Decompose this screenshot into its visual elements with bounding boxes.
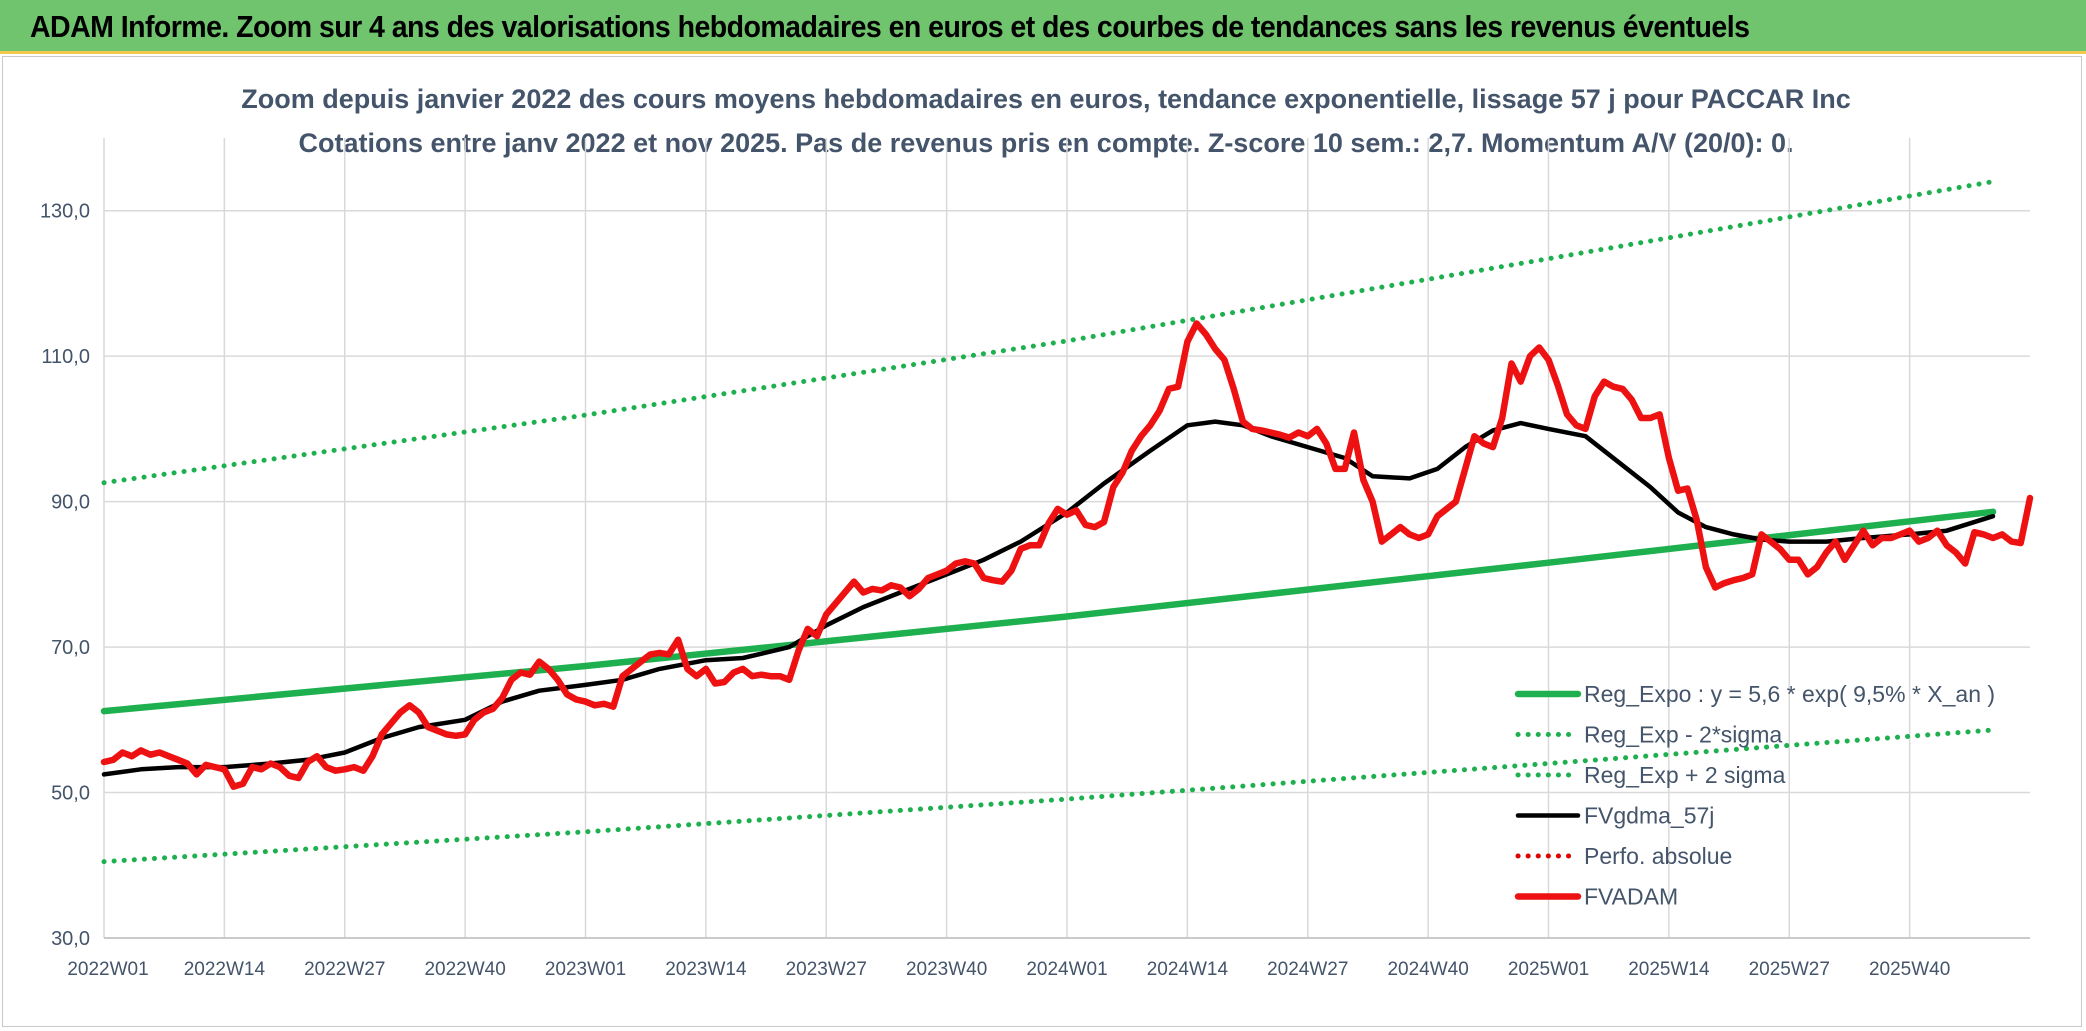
legend-label: Reg_Exp + 2 sigma bbox=[1584, 762, 1786, 788]
chart-frame bbox=[2, 56, 2082, 1027]
legend-label: FVADAM bbox=[1584, 884, 1678, 910]
report-title: ADAM Informe. Zoom sur 4 ans des valoris… bbox=[30, 9, 1750, 44]
x-tick-label: 2023W27 bbox=[786, 959, 867, 980]
x-tick-label: 2024W27 bbox=[1267, 959, 1348, 980]
x-tick-label: 2022W27 bbox=[304, 959, 385, 980]
x-tick-label: 2025W14 bbox=[1628, 959, 1710, 980]
x-tick-label: 2022W01 bbox=[67, 959, 148, 980]
series-line-1 bbox=[101, 727, 1996, 865]
y-tick-label: 70,0 bbox=[51, 637, 90, 659]
x-tick-label: 2025W27 bbox=[1749, 959, 1830, 980]
x-tick-label: 2025W40 bbox=[1869, 959, 1950, 980]
series-line-5 bbox=[100, 320, 2034, 790]
legend-label: FVgdma_57j bbox=[1584, 803, 1714, 829]
x-tick-label: 2022W14 bbox=[184, 959, 266, 980]
y-tick-label: 130,0 bbox=[40, 201, 90, 223]
y-tick-label: 50,0 bbox=[51, 783, 90, 805]
series-line-2 bbox=[101, 179, 1996, 486]
y-tick-label: 90,0 bbox=[51, 492, 90, 514]
x-tick-label: 2025W01 bbox=[1508, 959, 1589, 980]
axes: 30,0 50,0 70,0 90,0 110,0 130,0 2022W01 2022W14… bbox=[40, 201, 2030, 980]
x-tick-label: 2023W01 bbox=[545, 959, 626, 980]
series-lines bbox=[100, 179, 2034, 865]
series-line-0 bbox=[100, 508, 1997, 715]
x-tick-label: 2023W14 bbox=[665, 959, 747, 980]
legend-label: Reg_Exp - 2*sigma bbox=[1584, 722, 1782, 748]
series-line-3 bbox=[101, 419, 1996, 777]
y-tick-label: 110,0 bbox=[41, 346, 90, 368]
x-tick-label: 2022W40 bbox=[424, 959, 505, 980]
y-tick-label: 30,0 bbox=[51, 928, 90, 950]
legend: Reg_Expo : y = 5,6 * exp( 9,5% * X_an ) R… bbox=[1514, 681, 1995, 910]
x-tick-label: 2023W40 bbox=[906, 959, 987, 980]
x-tick-label: 2024W40 bbox=[1387, 959, 1468, 980]
x-tick-label: 2024W14 bbox=[1147, 959, 1229, 980]
legend-label: Reg_Expo : y = 5,6 * exp( 9,5% * X_an ) bbox=[1584, 681, 1995, 707]
chart-subtitle: Cotations entre janv 2022 et nov 2025. P… bbox=[298, 128, 1793, 158]
x-tick-label: 2024W01 bbox=[1026, 959, 1107, 980]
grid-lines bbox=[103, 138, 2030, 939]
report-banner: ADAM Informe. Zoom sur 4 ans des valoris… bbox=[0, 0, 2086, 54]
chart-title: Zoom depuis janvier 2022 des cours moyen… bbox=[241, 84, 1851, 114]
legend-label: Perfo. absolue bbox=[1584, 843, 1732, 869]
